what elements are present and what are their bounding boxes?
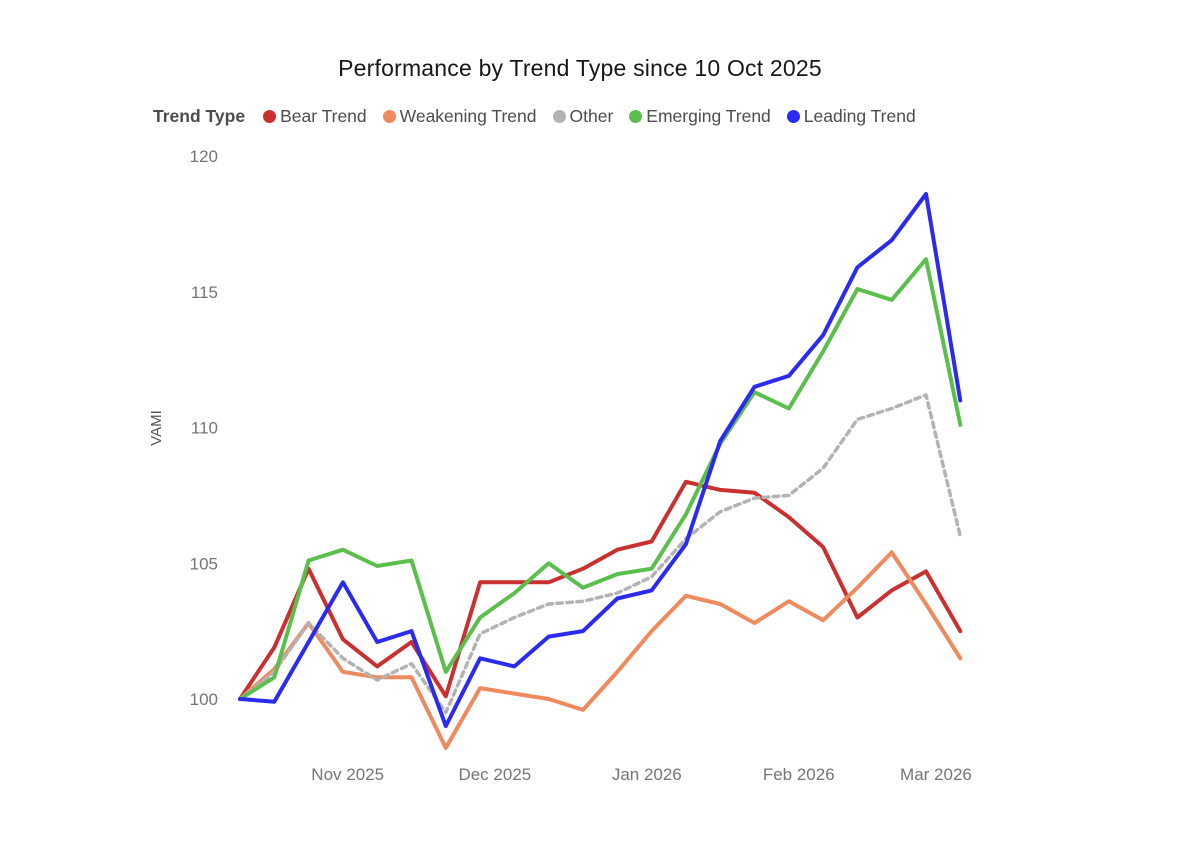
legend-item-bear-trend[interactable]: Bear Trend bbox=[263, 106, 367, 127]
x-tick-label: Mar 2026 bbox=[900, 765, 972, 784]
series-line-emerging-trend bbox=[238, 257, 963, 701]
x-tick-label: Feb 2026 bbox=[763, 765, 835, 784]
legend-item-label: Other bbox=[569, 105, 614, 126]
y-tick-label: 120 bbox=[190, 147, 218, 166]
legend-item-label: Weakening Trend bbox=[399, 105, 537, 126]
x-tick-label: Nov 2025 bbox=[311, 765, 384, 784]
x-tick-label: Dec 2025 bbox=[458, 765, 531, 784]
legend-item-label: Leading Trend bbox=[803, 105, 916, 126]
series-line-other bbox=[238, 393, 963, 715]
series-line-leading-trend bbox=[238, 192, 963, 729]
legend-item-other[interactable]: Other bbox=[552, 105, 614, 127]
legend-dot-icon bbox=[786, 109, 800, 123]
y-tick-label: 115 bbox=[191, 283, 218, 302]
y-axis-title: VAMI bbox=[148, 410, 165, 446]
legend-dot-icon bbox=[382, 109, 396, 123]
legend-dot-icon bbox=[552, 109, 566, 123]
x-tick-label: Jan 2026 bbox=[612, 765, 682, 784]
legend-item-label: Bear Trend bbox=[280, 105, 367, 126]
y-tick-label: 110 bbox=[191, 419, 218, 438]
series-line-weakening-trend bbox=[238, 550, 963, 750]
legend-dot-icon bbox=[629, 109, 643, 123]
legend-item-leading-trend[interactable]: Leading Trend bbox=[786, 105, 916, 127]
legend-item-label: Emerging Trend bbox=[646, 105, 771, 126]
chart-title: Performance by Trend Type since 10 Oct 2… bbox=[338, 55, 822, 81]
y-tick-label: 105 bbox=[190, 554, 218, 573]
legend-item-weakening-trend[interactable]: Weakening Trend bbox=[382, 105, 537, 127]
series-line-bear-trend bbox=[238, 479, 963, 701]
legend: Trend Type Bear Trend Weakening Trend Othe… bbox=[153, 103, 916, 129]
legend-title: Trend Type bbox=[153, 105, 246, 126]
y-tick-label: 100 bbox=[190, 690, 218, 709]
legend-dot-icon bbox=[263, 109, 277, 123]
legend-item-emerging-trend[interactable]: Emerging Trend bbox=[629, 106, 771, 127]
